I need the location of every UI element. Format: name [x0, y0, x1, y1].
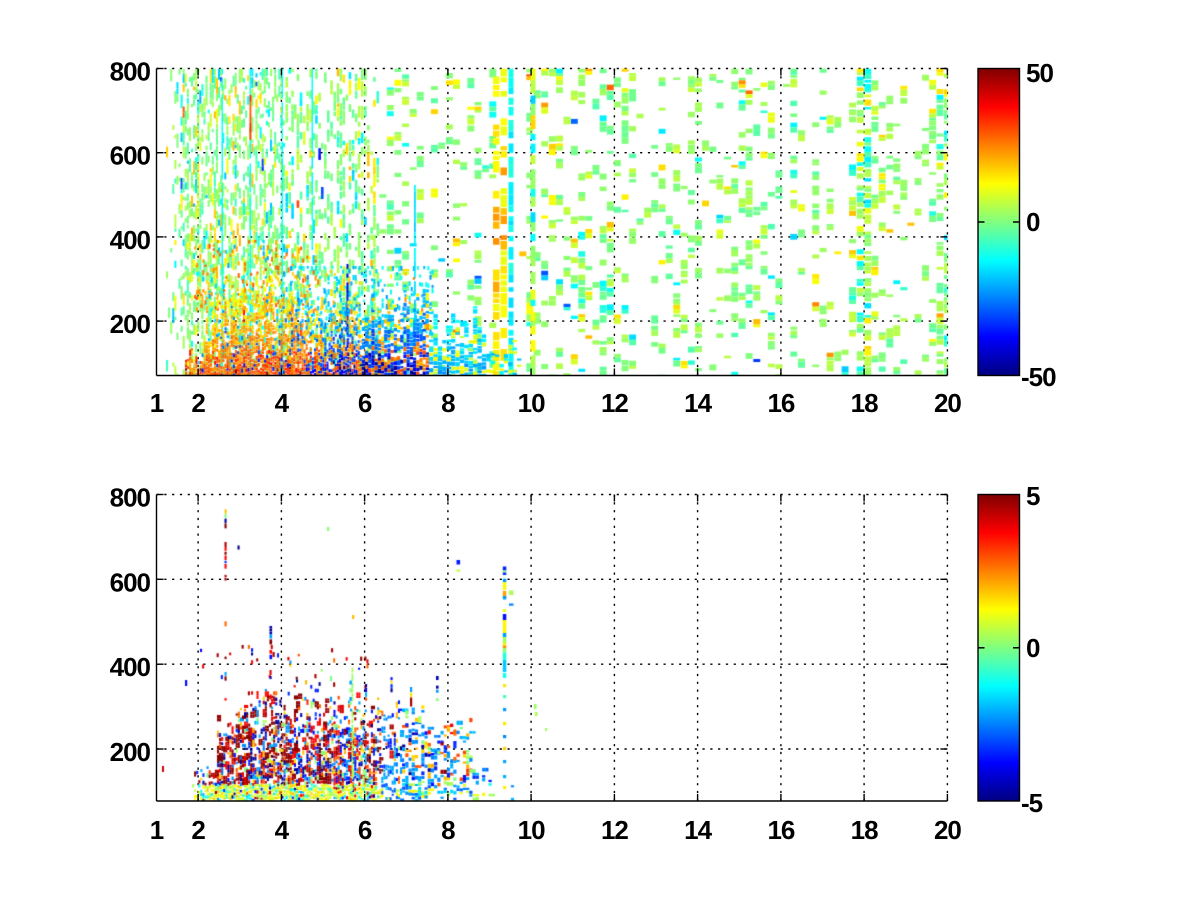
svg-text:8: 8: [441, 815, 455, 845]
svg-text:-50: -50: [1021, 362, 1056, 392]
svg-text:16: 16: [767, 388, 794, 418]
svg-text:2: 2: [191, 388, 205, 418]
svg-text:10: 10: [518, 388, 545, 418]
svg-text:-5: -5: [1021, 788, 1043, 818]
svg-text:6: 6: [358, 815, 372, 845]
svg-text:20: 20: [934, 815, 961, 845]
svg-text:14: 14: [684, 815, 712, 845]
svg-text:50: 50: [1026, 58, 1053, 88]
svg-text:10: 10: [518, 815, 545, 845]
svg-text:12: 12: [601, 815, 628, 845]
svg-text:600: 600: [110, 141, 151, 171]
svg-text:400: 400: [110, 652, 151, 682]
svg-text:4: 4: [275, 388, 290, 418]
svg-text:800: 800: [110, 57, 151, 87]
svg-text:18: 18: [851, 815, 878, 845]
svg-text:14: 14: [684, 388, 712, 418]
svg-text:1: 1: [150, 815, 164, 845]
svg-text:16: 16: [767, 815, 794, 845]
svg-text:1: 1: [150, 388, 164, 418]
svg-text:18: 18: [851, 388, 878, 418]
svg-text:2: 2: [191, 815, 205, 845]
svg-text:200: 200: [110, 309, 151, 339]
svg-text:4: 4: [275, 815, 290, 845]
svg-text:600: 600: [110, 567, 151, 597]
svg-text:20: 20: [934, 388, 961, 418]
svg-text:800: 800: [110, 483, 151, 513]
svg-text:0: 0: [1026, 207, 1040, 237]
svg-text:400: 400: [110, 225, 151, 255]
svg-text:0: 0: [1026, 633, 1040, 663]
svg-text:5: 5: [1026, 481, 1040, 511]
svg-text:6: 6: [358, 388, 372, 418]
svg-text:12: 12: [601, 388, 628, 418]
svg-text:8: 8: [441, 388, 455, 418]
svg-text:200: 200: [110, 737, 151, 767]
